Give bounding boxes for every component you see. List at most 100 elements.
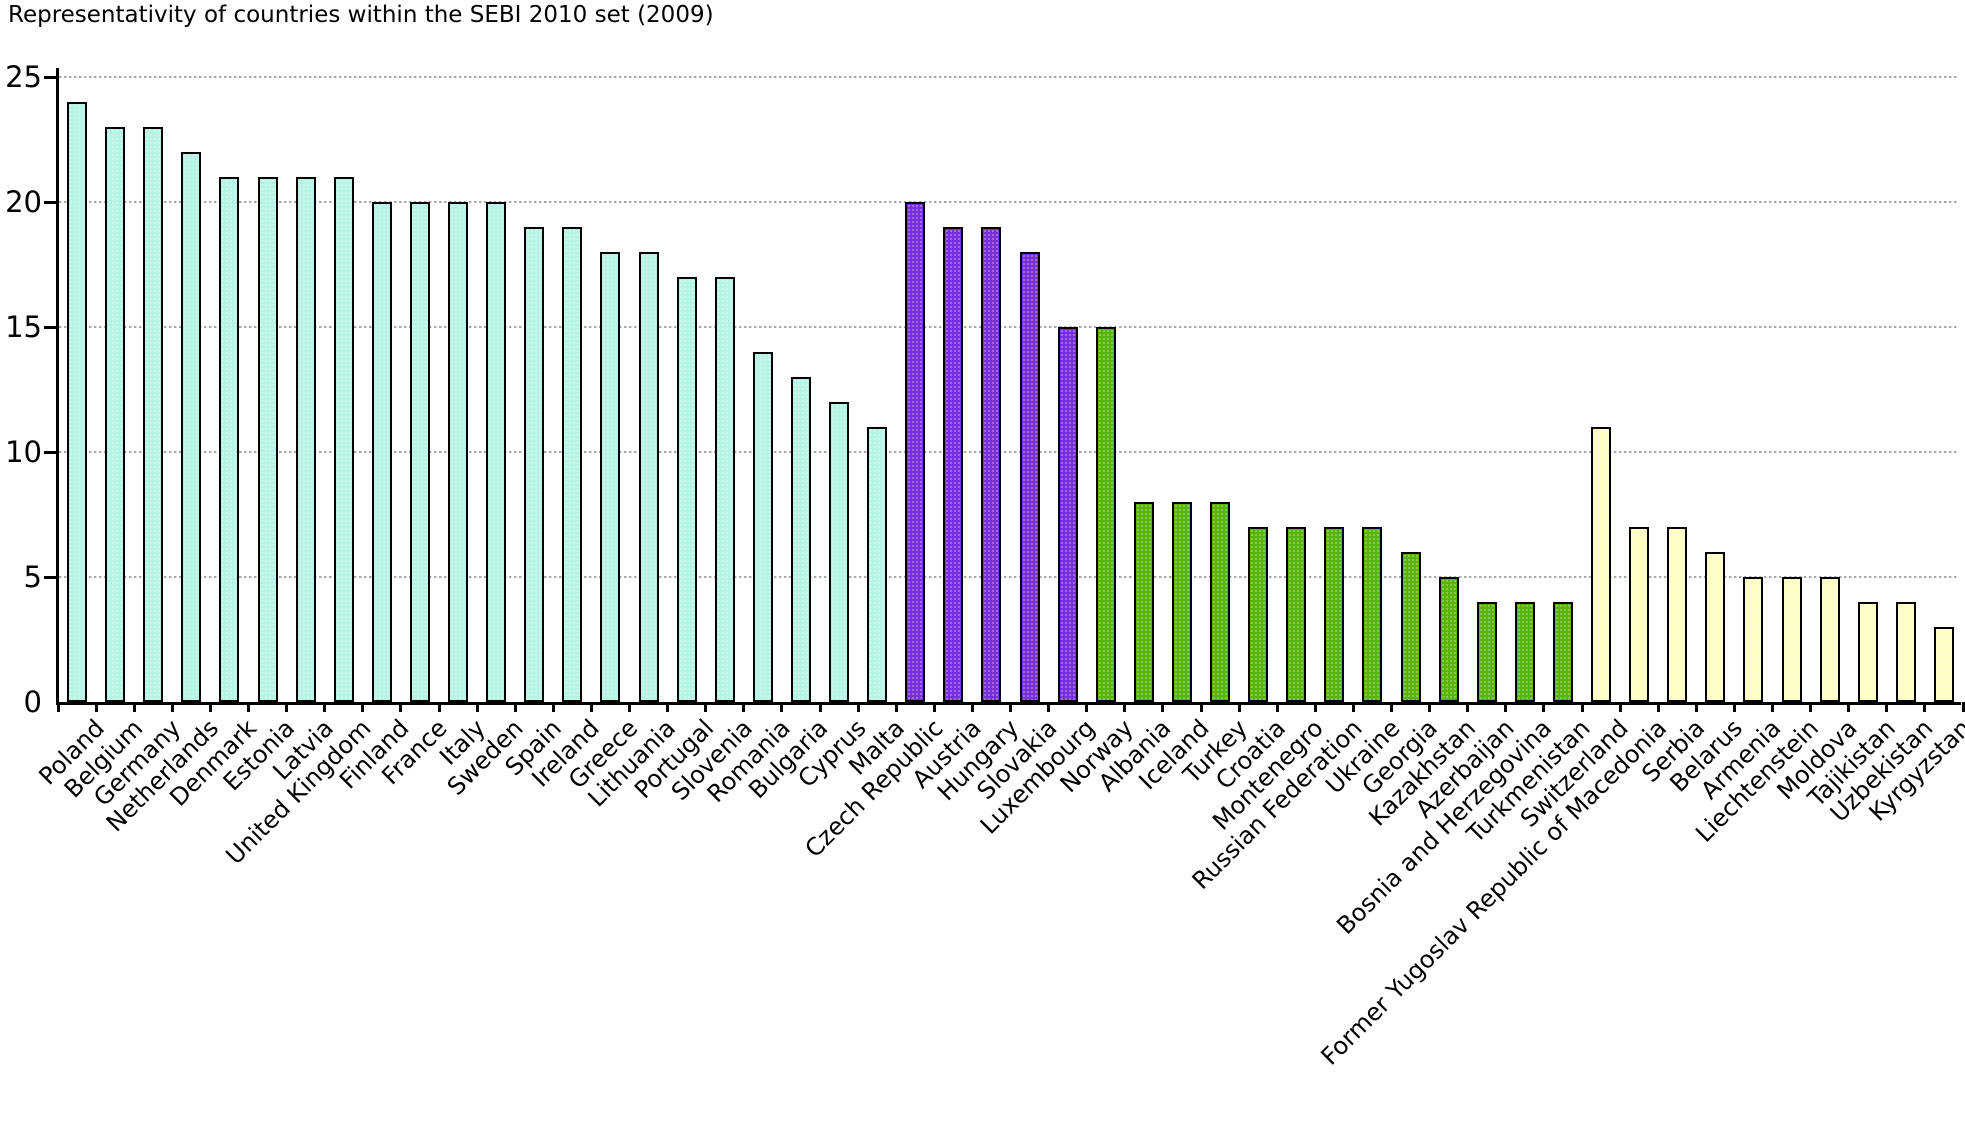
x-axis-tick	[475, 702, 479, 712]
x-axis-tick	[1199, 702, 1203, 712]
x-axis-tick	[666, 702, 670, 712]
gridline-25	[59, 76, 1958, 78]
bar-austria	[943, 227, 964, 702]
gridline-10	[59, 451, 1958, 453]
y-axis-tick-20	[44, 201, 58, 204]
bar-iceland	[1171, 502, 1192, 702]
bar-montenegro	[1286, 527, 1307, 702]
bar-azerbaijan	[1476, 602, 1497, 702]
x-axis-tick	[1542, 702, 1546, 712]
x-axis-tick	[589, 702, 593, 712]
bar-sweden	[486, 202, 507, 702]
bar-hungary	[981, 227, 1002, 702]
x-axis-tick	[780, 702, 784, 712]
y-axis-label-5: 5	[23, 560, 42, 594]
bar-czech-republic	[905, 202, 926, 702]
bar-turkmenistan	[1552, 602, 1573, 702]
bar-cyprus	[829, 402, 850, 702]
x-axis-tick	[1618, 702, 1622, 712]
x-axis-tick	[1504, 702, 1508, 712]
x-axis-tick	[1123, 702, 1127, 712]
bar-finland	[371, 202, 392, 702]
x-axis-tick	[1694, 702, 1698, 712]
bar-georgia	[1400, 552, 1421, 702]
x-axis-tick	[932, 702, 936, 712]
x-axis-tick	[1923, 702, 1927, 712]
bar-kyrgyzstan	[1933, 627, 1954, 702]
x-axis-tick	[208, 702, 212, 712]
x-axis-tick	[247, 702, 250, 712]
bar-ukraine	[1362, 527, 1383, 702]
bar-germany	[143, 127, 164, 702]
bar-former-yugoslav-republic-of-macedonia	[1629, 527, 1650, 702]
bar-france	[409, 202, 430, 702]
x-axis-tick	[132, 702, 136, 712]
x-axis-tick	[1580, 702, 1584, 712]
bar-belarus	[1705, 552, 1726, 702]
x-axis-tick	[1161, 702, 1165, 712]
x-axis-tick	[437, 702, 441, 712]
y-axis-tick-15	[44, 326, 58, 329]
x-axis-tick	[818, 702, 822, 712]
x-axis-line	[56, 702, 1961, 705]
x-axis-tick	[399, 702, 403, 712]
bar-estonia	[257, 177, 278, 702]
x-axis-tick	[1313, 702, 1317, 712]
x-axis-tick	[894, 702, 898, 712]
x-axis-tick	[56, 702, 60, 712]
y-axis-tick-25	[44, 76, 58, 79]
bar-portugal	[676, 277, 697, 702]
bar-denmark	[219, 177, 240, 702]
bar-spain	[524, 227, 545, 702]
bar-uzbekistan	[1895, 602, 1916, 702]
x-axis-tick	[1085, 702, 1089, 712]
bar-italy	[448, 202, 469, 702]
x-axis-tick	[970, 702, 974, 712]
bar-moldova	[1819, 577, 1840, 702]
x-axis-tick	[1390, 702, 1393, 712]
bar-greece	[600, 252, 621, 702]
y-axis-line	[56, 68, 59, 705]
x-axis-tick	[628, 702, 631, 712]
x-axis-tick	[1656, 702, 1660, 712]
bar-netherlands	[181, 152, 202, 702]
x-axis-tick	[285, 702, 289, 712]
x-axis-tick	[1351, 702, 1355, 712]
y-axis-tick-10	[44, 451, 58, 454]
y-axis-label-20: 20	[5, 185, 42, 219]
x-axis-tick	[856, 702, 860, 712]
x-axis-tick	[1885, 702, 1889, 712]
bar-bosnia-and-herzegovina	[1514, 602, 1535, 702]
x-axis-tick	[94, 702, 98, 712]
gridline-15	[59, 326, 1958, 328]
x-axis-tick	[551, 702, 555, 712]
chart-title: Representativity of countries within the…	[8, 2, 714, 28]
gridline-5	[59, 576, 1958, 578]
bar-malta	[867, 427, 888, 702]
bar-lithuania	[638, 252, 659, 702]
x-axis-tick	[1275, 702, 1279, 712]
x-axis-tick	[1809, 702, 1813, 712]
bar-russian-federation	[1324, 527, 1345, 702]
bar-poland	[67, 102, 88, 702]
x-axis-tick	[1961, 702, 1965, 712]
bar-tajikistan	[1857, 602, 1878, 702]
bar-liechtenstein	[1781, 577, 1802, 702]
x-axis-tick	[361, 702, 365, 712]
bar-bulgaria	[790, 377, 811, 702]
bar-belgium	[105, 127, 126, 702]
bar-switzerland	[1591, 427, 1612, 702]
bar-united-kingdom	[333, 177, 354, 702]
y-axis-tick-5	[44, 576, 58, 579]
bar-kazakhstan	[1438, 577, 1459, 702]
bar-armenia	[1743, 577, 1764, 702]
bar-latvia	[295, 177, 316, 702]
bar-slovakia	[1019, 252, 1040, 702]
x-axis-tick	[513, 702, 517, 712]
bar-serbia	[1667, 527, 1688, 702]
x-axis-tick	[1428, 702, 1432, 712]
x-axis-tick	[323, 702, 327, 712]
x-axis-tick	[1732, 702, 1736, 712]
bar-albania	[1133, 502, 1154, 702]
x-axis-tick	[1847, 702, 1851, 712]
